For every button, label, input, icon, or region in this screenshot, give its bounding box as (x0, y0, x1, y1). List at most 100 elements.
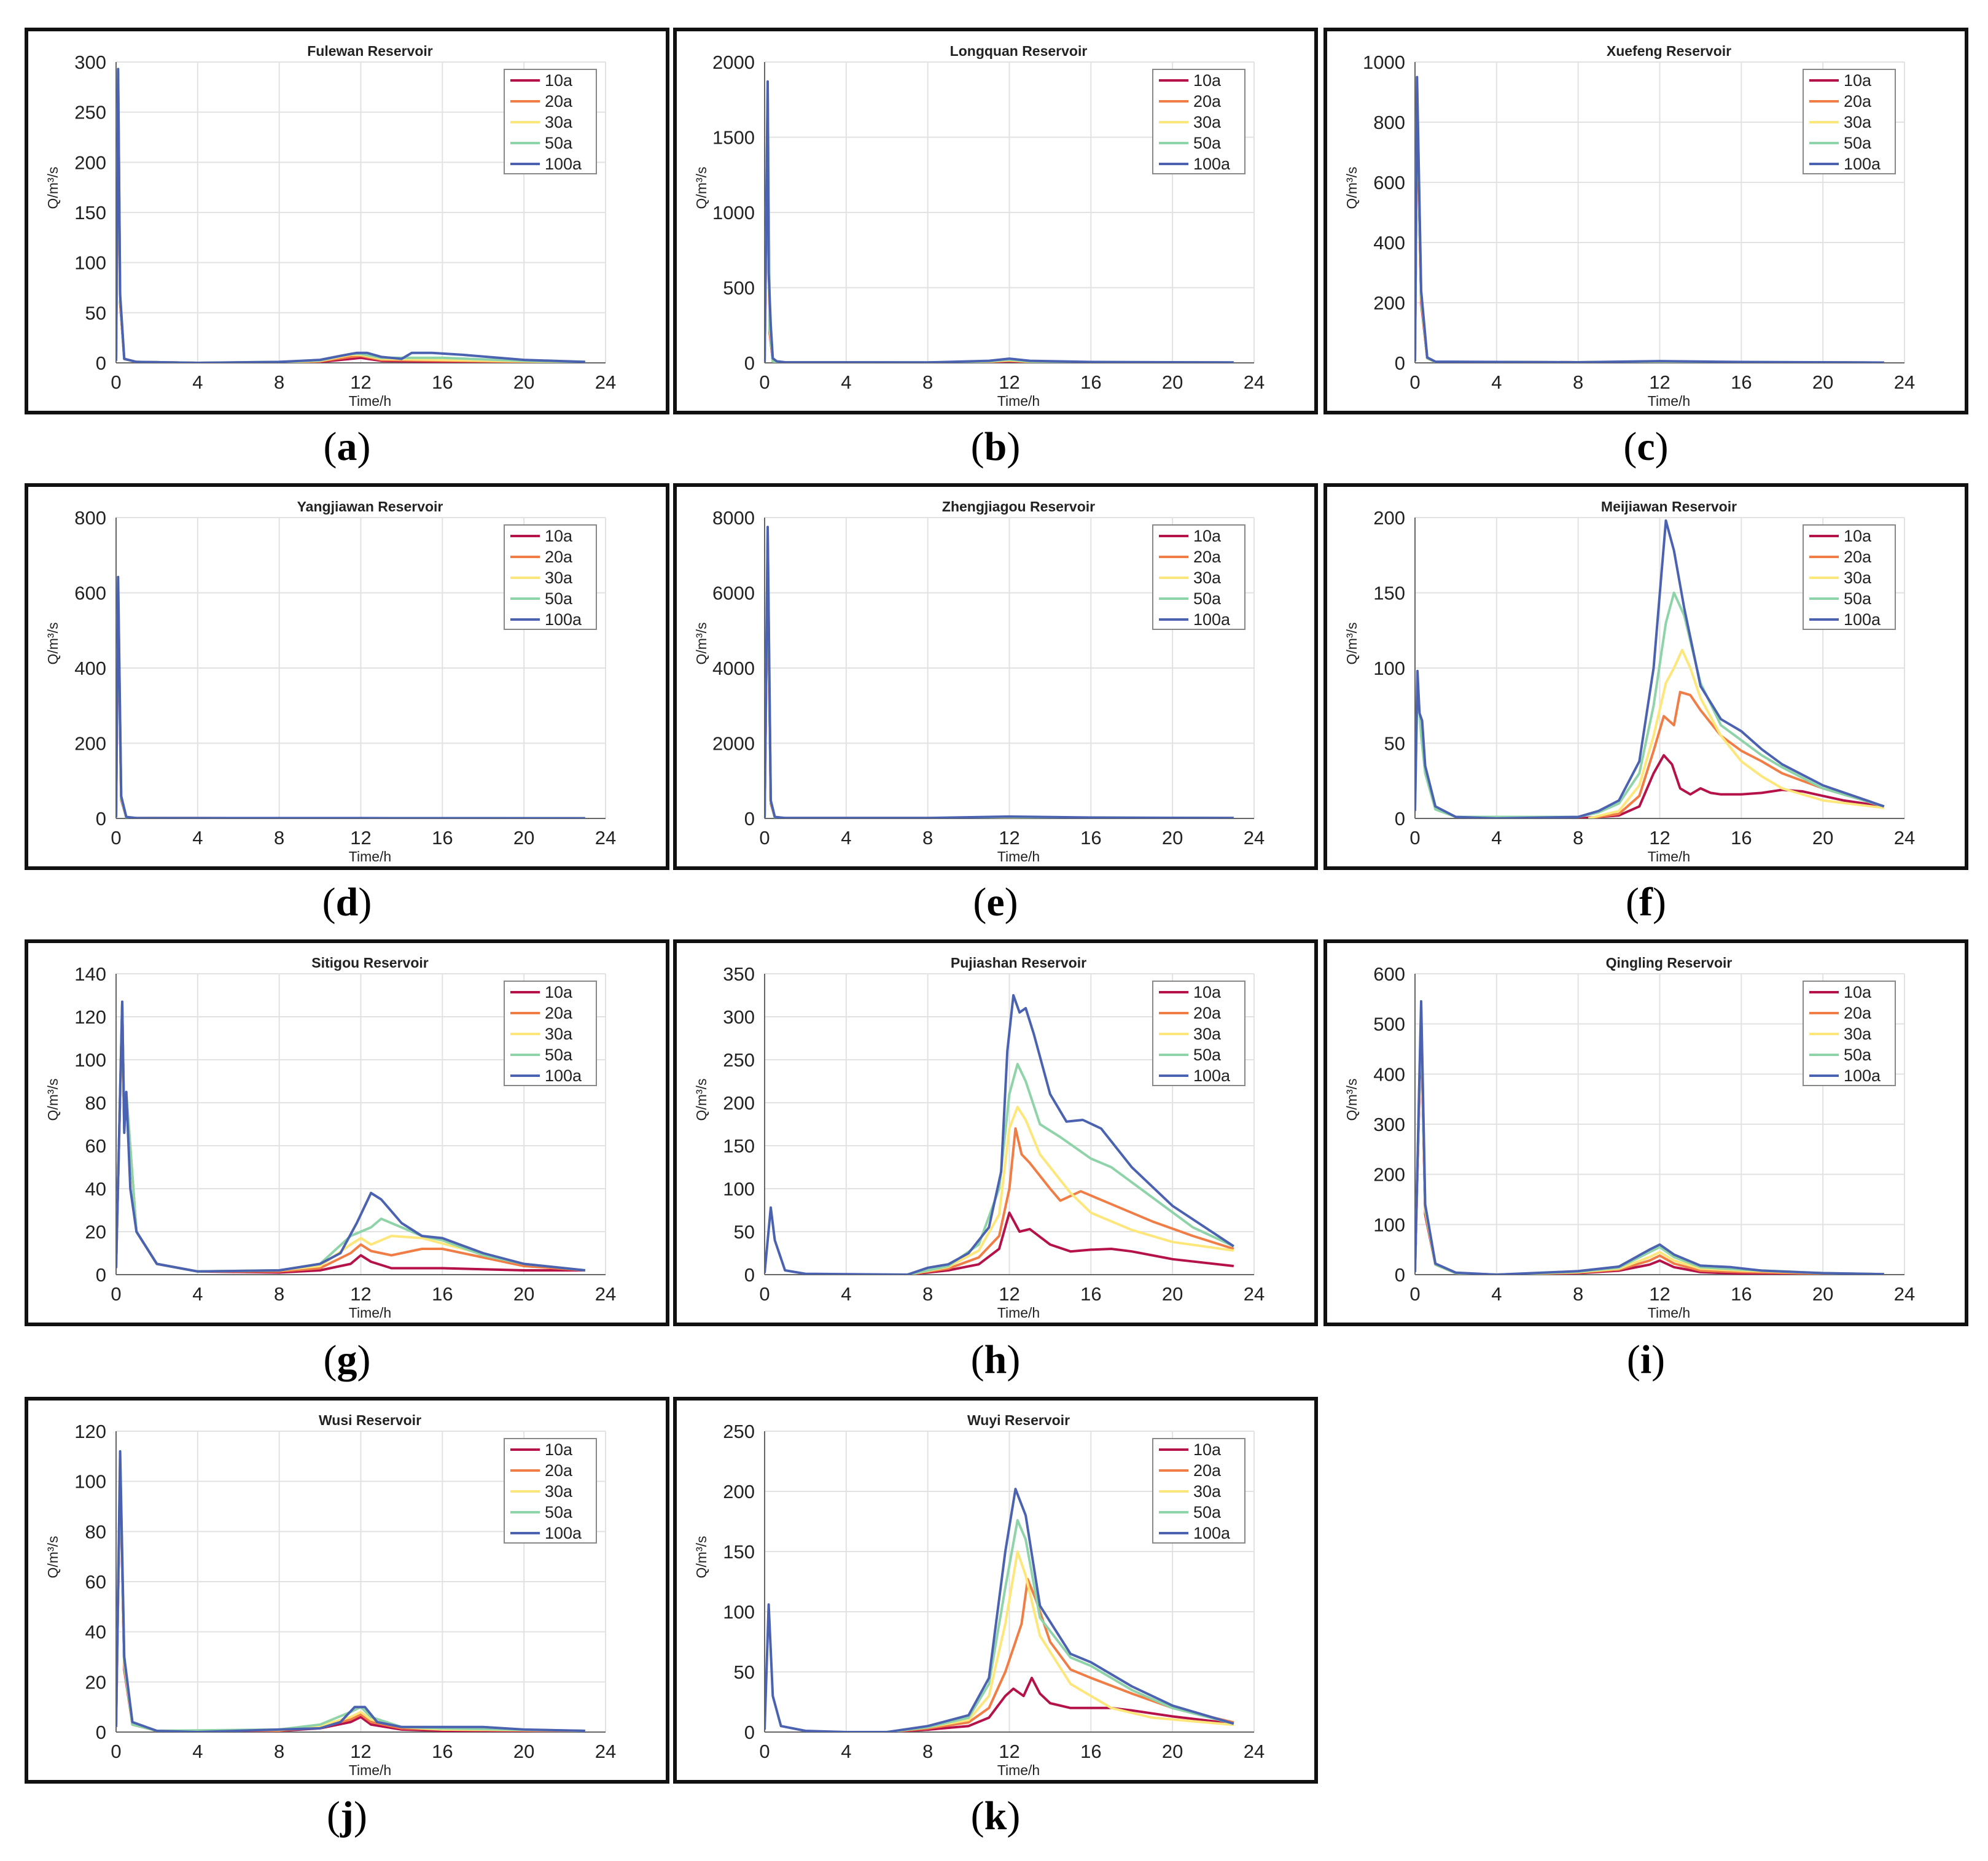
y-axis-label: Q/m³/s (693, 1079, 709, 1121)
x-tick-label: 12 (350, 1741, 371, 1762)
legend-label-20a: 20a (1844, 1004, 1872, 1022)
chart-panel-i: 0 100 200 300 400 500 600 0 4 8 12 16 20 24 Qingling R… (1323, 939, 1968, 1326)
y-tick-label: 50 (1384, 733, 1405, 755)
x-tick-label: 16 (432, 827, 453, 849)
chart-title: Meijiawan Reservoir (1601, 499, 1737, 515)
y-tick-label: 2000 (712, 52, 755, 73)
series-line-50a (1415, 591, 1885, 818)
y-tick-label: 200 (1373, 1164, 1405, 1186)
x-tick-label: 8 (922, 1283, 933, 1305)
legend-label-20a: 20a (1193, 1004, 1222, 1022)
y-tick-label: 150 (723, 1541, 755, 1563)
legend-label-50a: 50a (1844, 134, 1872, 152)
x-tick-label: 4 (1491, 371, 1502, 393)
legend-label-30a: 30a (545, 1482, 573, 1501)
x-tick-label: 20 (1162, 1741, 1183, 1762)
y-tick-label: 400 (74, 658, 106, 679)
x-tick-label: 4 (841, 827, 851, 849)
y-tick-label: 200 (723, 1092, 755, 1114)
x-tick-label: 16 (1080, 827, 1101, 849)
legend-label-20a: 20a (1844, 92, 1872, 111)
chart-svg-j: 0 20 40 60 80 100 120 0 4 8 12 16 20 24 Wusi Reservoir… (45, 1412, 616, 1778)
panel-label-e: (e) (973, 880, 1018, 925)
x-tick-label: 4 (841, 1741, 851, 1762)
x-tick-label: 20 (513, 1741, 534, 1762)
y-tick-label: 80 (85, 1092, 106, 1114)
chart-svg-e: 0 2000 4000 6000 8000 0 4 8 12 16 20 24 Zhengjiagou … (693, 499, 1265, 864)
chart-svg-a: 0 50 100 150 200 250 300 0 4 8 12 16 20 24 Fulewan Res… (45, 43, 616, 409)
legend-label-30a: 30a (1193, 1025, 1222, 1043)
x-tick-label: 0 (1409, 1283, 1420, 1305)
y-tick-label: 350 (723, 963, 755, 985)
y-tick-label: 0 (1395, 1264, 1405, 1286)
x-tick-label: 24 (595, 371, 616, 393)
x-tick-label: 16 (1731, 827, 1752, 849)
panel-label-j: (j) (327, 1793, 367, 1838)
y-tick-label: 1500 (712, 127, 755, 149)
panel-label-g: (g) (323, 1337, 371, 1382)
chart-title: Pujiashan Reservoir (951, 955, 1086, 971)
legend-label-30a: 30a (1193, 569, 1222, 587)
series-line-100a (765, 994, 1234, 1275)
y-tick-label: 120 (74, 1006, 106, 1028)
y-tick-label: 20 (85, 1221, 106, 1243)
x-tick-label: 16 (1080, 1741, 1101, 1762)
y-tick-label: 100 (74, 1471, 106, 1493)
series-line-100a (1415, 1000, 1884, 1275)
x-tick-label: 4 (192, 1741, 203, 1762)
chart-panel-c: 0 200 400 600 800 1000 0 4 8 12 16 20 24 Xuefeng Rese… (1323, 28, 1968, 414)
legend-label-100a: 100a (1193, 1066, 1231, 1085)
y-tick-label: 300 (723, 1006, 755, 1028)
legend-label-50a: 50a (1844, 1046, 1872, 1064)
y-tick-label: 500 (1373, 1014, 1405, 1035)
y-tick-label: 0 (1395, 808, 1405, 829)
panel-label-i: (i) (1626, 1337, 1666, 1382)
y-tick-label: 800 (1373, 112, 1405, 133)
y-tick-label: 50 (85, 302, 106, 324)
chart-svg-k: 0 50 100 150 200 250 0 4 8 12 16 20 24 Wuyi Reservoir… (693, 1412, 1265, 1778)
x-tick-label: 8 (274, 827, 284, 849)
legend-label-100a: 100a (545, 155, 582, 173)
y-tick-label: 20 (85, 1671, 106, 1693)
legend-label-50a: 50a (1193, 589, 1222, 608)
x-axis-label: Time/h (1648, 1305, 1690, 1321)
y-tick-label: 1000 (712, 202, 755, 223)
legend-label-10a: 10a (1844, 527, 1872, 545)
y-tick-label: 120 (74, 1421, 106, 1442)
chart-svg-b: 0 500 1000 1500 2000 0 4 8 12 16 20 24 Longquan Rese… (693, 43, 1265, 409)
x-tick-label: 0 (759, 371, 770, 393)
x-tick-label: 8 (274, 1283, 284, 1305)
x-tick-label: 24 (595, 827, 616, 849)
x-tick-label: 0 (111, 827, 121, 849)
legend-label-20a: 20a (545, 548, 573, 566)
panel-label-d: (d) (322, 880, 372, 925)
y-tick-label: 250 (74, 102, 106, 123)
legend-label-50a: 50a (1193, 1503, 1222, 1521)
y-tick-label: 50 (734, 1221, 755, 1243)
y-tick-label: 200 (74, 152, 106, 173)
legend-label-50a: 50a (545, 1046, 573, 1064)
y-tick-label: 0 (744, 1264, 755, 1286)
x-tick-label: 20 (1812, 371, 1833, 393)
series-line-100a (765, 526, 1234, 818)
x-tick-label: 16 (432, 1741, 453, 1762)
y-tick-label: 0 (96, 352, 106, 374)
y-tick-label: 200 (1373, 292, 1405, 314)
series-line-100a (116, 1450, 585, 1732)
x-tick-label: 16 (1080, 371, 1101, 393)
y-tick-label: 100 (1373, 658, 1405, 679)
y-axis-label: Q/m³/s (45, 167, 61, 209)
chart-title: Longquan Reservoir (950, 43, 1088, 59)
series-line-100a (1415, 76, 1884, 363)
x-tick-label: 24 (1244, 1741, 1265, 1762)
chart-panel-b: 0 500 1000 1500 2000 0 4 8 12 16 20 24 Longquan Rese… (673, 28, 1318, 414)
x-tick-label: 12 (1649, 371, 1670, 393)
y-tick-label: 200 (723, 1481, 755, 1502)
chart-svg-f: 0 50 100 150 200 0 4 8 12 16 20 24 Meijiawan Reservo… (1344, 499, 1915, 864)
x-tick-label: 16 (1731, 371, 1752, 393)
y-tick-label: 150 (1373, 583, 1405, 604)
panel-label-b: (b) (970, 424, 1021, 469)
chart-panel-a: 0 50 100 150 200 250 300 0 4 8 12 16 20 24 Fulewan Res… (25, 28, 669, 414)
legend-label-20a: 20a (1193, 1461, 1222, 1480)
x-tick-label: 20 (1812, 827, 1833, 849)
